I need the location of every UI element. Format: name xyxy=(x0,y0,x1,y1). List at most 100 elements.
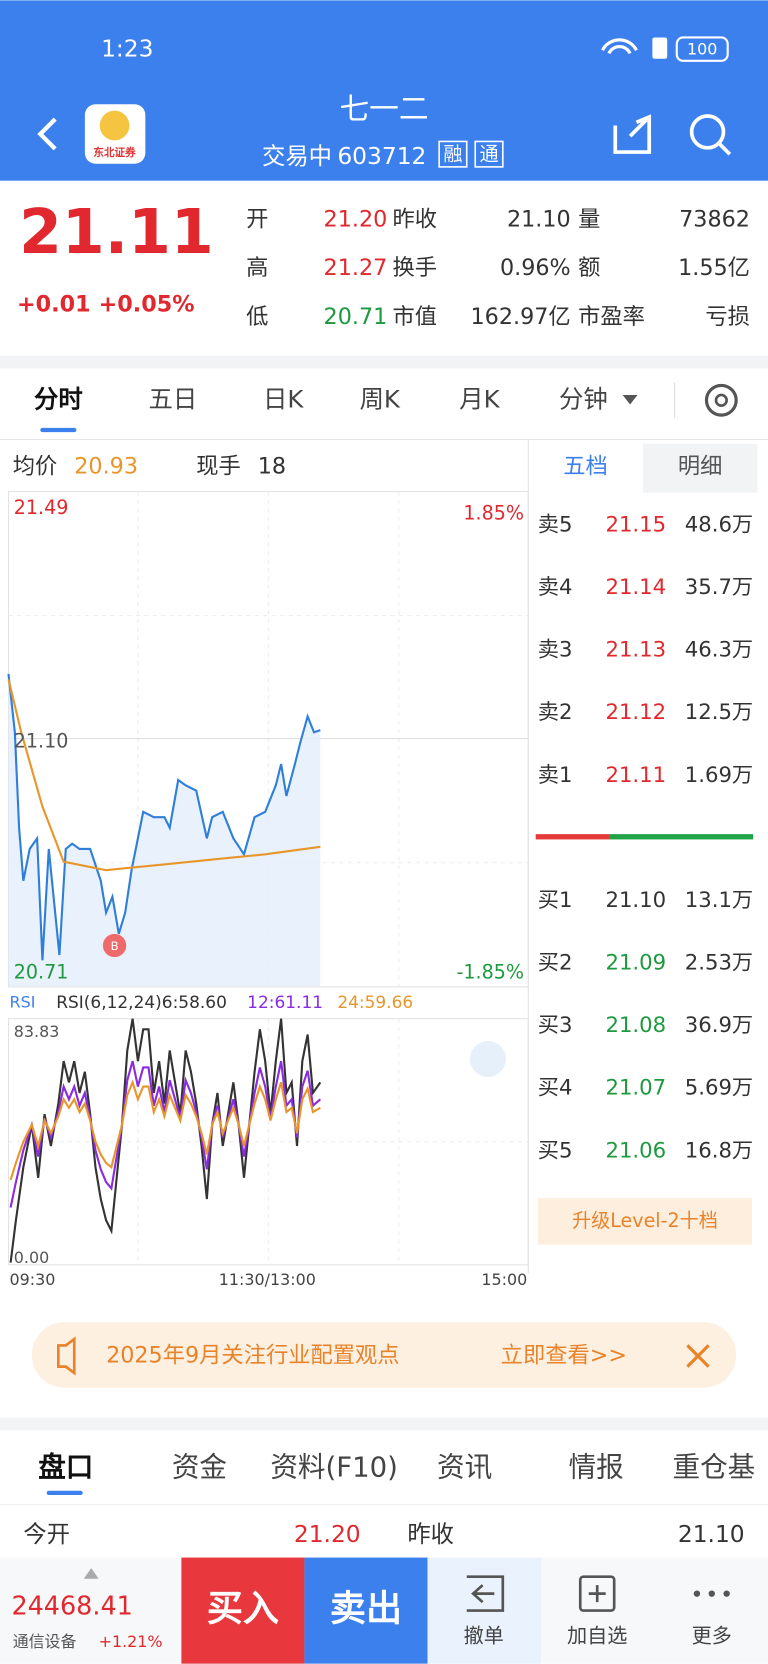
action-label[interactable]: 撤单 xyxy=(464,1624,504,1648)
detail-tab[interactable]: 资讯 xyxy=(437,1450,492,1483)
bid-price: 21.10 xyxy=(605,888,666,913)
tab-bg xyxy=(642,443,758,493)
bid-price: 21.09 xyxy=(605,951,666,976)
expand-arrow xyxy=(83,1568,99,1579)
more-icon xyxy=(693,1590,730,1597)
chart-tab[interactable]: 周K xyxy=(360,384,401,413)
detail-label: 昨收 xyxy=(407,1520,454,1548)
badge: 融 xyxy=(443,143,462,166)
rsi-6-line xyxy=(9,1018,322,1263)
book-tab[interactable]: 明细 xyxy=(678,454,723,480)
bid-ratio-bar xyxy=(609,834,754,840)
rsi-12: 12:61.11 xyxy=(247,993,323,1013)
chart-tab[interactable]: 分钟 xyxy=(559,384,608,413)
action-label[interactable]: 更多 xyxy=(692,1624,732,1648)
bid-volume: 2.53万 xyxy=(685,951,753,976)
sell-label: 卖出 xyxy=(330,1588,402,1630)
upgrade-label: 升级Level-2十档 xyxy=(572,1209,718,1232)
stock-code: 603712 xyxy=(337,142,426,170)
ask-price: 21.11 xyxy=(605,763,666,788)
tab-indicator xyxy=(40,427,77,433)
ask-level: 卖4 xyxy=(538,575,573,600)
chart-tab[interactable]: 月K xyxy=(459,384,500,413)
ask-volume: 35.7万 xyxy=(685,575,753,600)
share-button[interactable] xyxy=(613,114,652,154)
stat-value: 162.97亿 xyxy=(471,304,571,330)
stock-name: 七一二 xyxy=(339,92,428,127)
bid-price: 21.06 xyxy=(605,1138,666,1163)
status-time: 1:23 xyxy=(101,35,153,63)
stat-label: 昨收 xyxy=(392,206,437,232)
bid-volume: 36.9万 xyxy=(685,1013,753,1038)
ask-volume: 1.69万 xyxy=(685,763,753,788)
detail-tab[interactable]: 重仓基 xyxy=(673,1450,756,1483)
logo-icon xyxy=(99,110,130,141)
separator xyxy=(0,355,768,369)
price-change: +0.01 xyxy=(17,291,91,317)
wifi-icon xyxy=(601,38,638,55)
rsi-6: RSI(6,12,24)6:58.60 xyxy=(56,993,227,1013)
bid-volume: 5.69万 xyxy=(685,1076,753,1101)
axis-price-mid: 21.10 xyxy=(14,729,69,752)
banner-link[interactable]: 立即查看>> xyxy=(501,1343,627,1369)
price-area xyxy=(8,673,321,987)
detail-tab[interactable]: 资金 xyxy=(172,1450,227,1483)
chart-tab[interactable]: 分时 xyxy=(34,384,83,413)
ask-volume: 48.6万 xyxy=(685,512,753,537)
stat-value: 20.71 xyxy=(324,304,388,330)
expand-button[interactable] xyxy=(469,1040,506,1078)
alert-icon xyxy=(652,37,668,59)
detail-tab[interactable]: 情报 xyxy=(569,1450,624,1483)
trade-status: 交易中 xyxy=(262,142,332,170)
dot xyxy=(723,1590,730,1597)
dot xyxy=(693,1590,701,1597)
detail-tab[interactable]: 盘口 xyxy=(38,1450,93,1483)
detail-tab[interactable]: 资料(F10) xyxy=(270,1450,398,1483)
search-button[interactable] xyxy=(689,114,732,156)
chart-tab[interactable]: 日K xyxy=(263,384,304,413)
price-line xyxy=(7,673,321,961)
gear-hub xyxy=(714,393,728,407)
book-tab[interactable]: 五档 xyxy=(563,454,608,480)
time-label: 09:30 xyxy=(10,1270,56,1289)
detail-value: 21.10 xyxy=(678,1520,745,1548)
logo-text: 东北证券 xyxy=(93,146,136,159)
buy-button[interactable] xyxy=(181,1557,305,1664)
bid-price: 21.07 xyxy=(605,1076,666,1101)
dropdown-arrow xyxy=(622,394,638,405)
banner-close[interactable] xyxy=(686,1344,710,1368)
avg-label: 均价 xyxy=(13,454,58,480)
action-label[interactable]: 加自选 xyxy=(567,1624,627,1648)
bid-level: 买2 xyxy=(538,951,573,976)
sell-button[interactable] xyxy=(304,1557,428,1664)
settings-button[interactable] xyxy=(704,383,738,417)
search-handle xyxy=(717,142,732,156)
stat-label: 开 xyxy=(246,206,268,232)
avg-price-line xyxy=(7,679,321,872)
price-change-pct: +0.05% xyxy=(99,291,195,317)
stat-label: 市盈率 xyxy=(578,304,645,330)
battery-level: 100 xyxy=(687,40,717,59)
bid-price: 21.08 xyxy=(605,1013,666,1038)
upgrade-button[interactable] xyxy=(537,1197,753,1245)
ask-volume: 46.3万 xyxy=(685,638,753,663)
ask-level: 卖1 xyxy=(538,763,573,788)
banner[interactable] xyxy=(31,1322,737,1388)
rsi-name[interactable]: RSI xyxy=(10,992,36,1011)
bid-level: 买1 xyxy=(538,888,573,913)
bid-level: 买4 xyxy=(538,1076,573,1101)
gear-icon xyxy=(704,383,738,417)
back-button[interactable] xyxy=(37,117,57,151)
index-name: 通信设备 xyxy=(13,1632,77,1651)
stat-value: 21.10 xyxy=(507,206,571,232)
ask-volume: 12.5万 xyxy=(685,700,753,725)
stat-label: 低 xyxy=(246,304,268,330)
ask-level: 卖2 xyxy=(538,700,573,725)
rsi-min: 0.00 xyxy=(14,1248,49,1267)
bid-level: 买5 xyxy=(538,1138,573,1163)
chart-tab[interactable]: 五日 xyxy=(149,384,198,413)
ask-level: 卖5 xyxy=(538,512,573,537)
badge: 通 xyxy=(479,143,498,166)
stat-label: 市值 xyxy=(392,304,437,330)
